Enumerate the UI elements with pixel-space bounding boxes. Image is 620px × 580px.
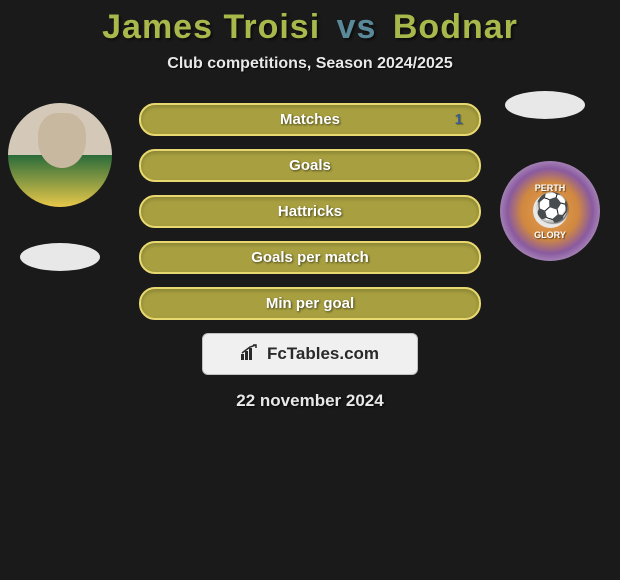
brand-badge[interactable]: FcTables.com — [202, 333, 418, 375]
stat-value-right: 1 — [455, 111, 463, 128]
brand-text: FcTables.com — [267, 344, 379, 364]
footer-date: 22 november 2024 — [0, 391, 620, 411]
stat-row-matches: Matches 1 — [139, 103, 481, 136]
stat-label: Goals per match — [251, 249, 369, 266]
comparison-card: James Troisi vs Bodnar Club competitions… — [0, 0, 620, 411]
stat-label: Min per goal — [266, 295, 354, 312]
title: James Troisi vs Bodnar — [0, 0, 620, 47]
soccer-ball-icon — [533, 193, 568, 228]
stat-row-hattricks: Hattricks — [139, 195, 481, 228]
perth-glory-icon: PERTH GLORY — [533, 183, 568, 240]
player1-name: James Troisi — [102, 8, 320, 46]
player2-flag — [505, 91, 585, 119]
perth-bottom-text: GLORY — [533, 230, 568, 240]
stat-label: Hattricks — [278, 203, 342, 220]
chart-icon — [241, 344, 261, 365]
vs-separator: vs — [337, 8, 377, 46]
stat-label: Goals — [289, 157, 331, 174]
stat-row-gpm: Goals per match — [139, 241, 481, 274]
main-area: PERTH GLORY Matches 1 Goals Hattricks Go… — [0, 103, 620, 411]
stat-row-mpg: Min per goal — [139, 287, 481, 320]
stat-row-goals: Goals — [139, 149, 481, 182]
stat-label: Matches — [280, 111, 340, 128]
player1-photo — [8, 103, 112, 207]
player2-name: Bodnar — [393, 8, 518, 46]
player2-badge: PERTH GLORY — [500, 161, 600, 261]
stats-bars: Matches 1 Goals Hattricks Goals per matc… — [139, 103, 481, 320]
player1-flag — [20, 243, 100, 271]
subtitle: Club competitions, Season 2024/2025 — [0, 55, 620, 73]
